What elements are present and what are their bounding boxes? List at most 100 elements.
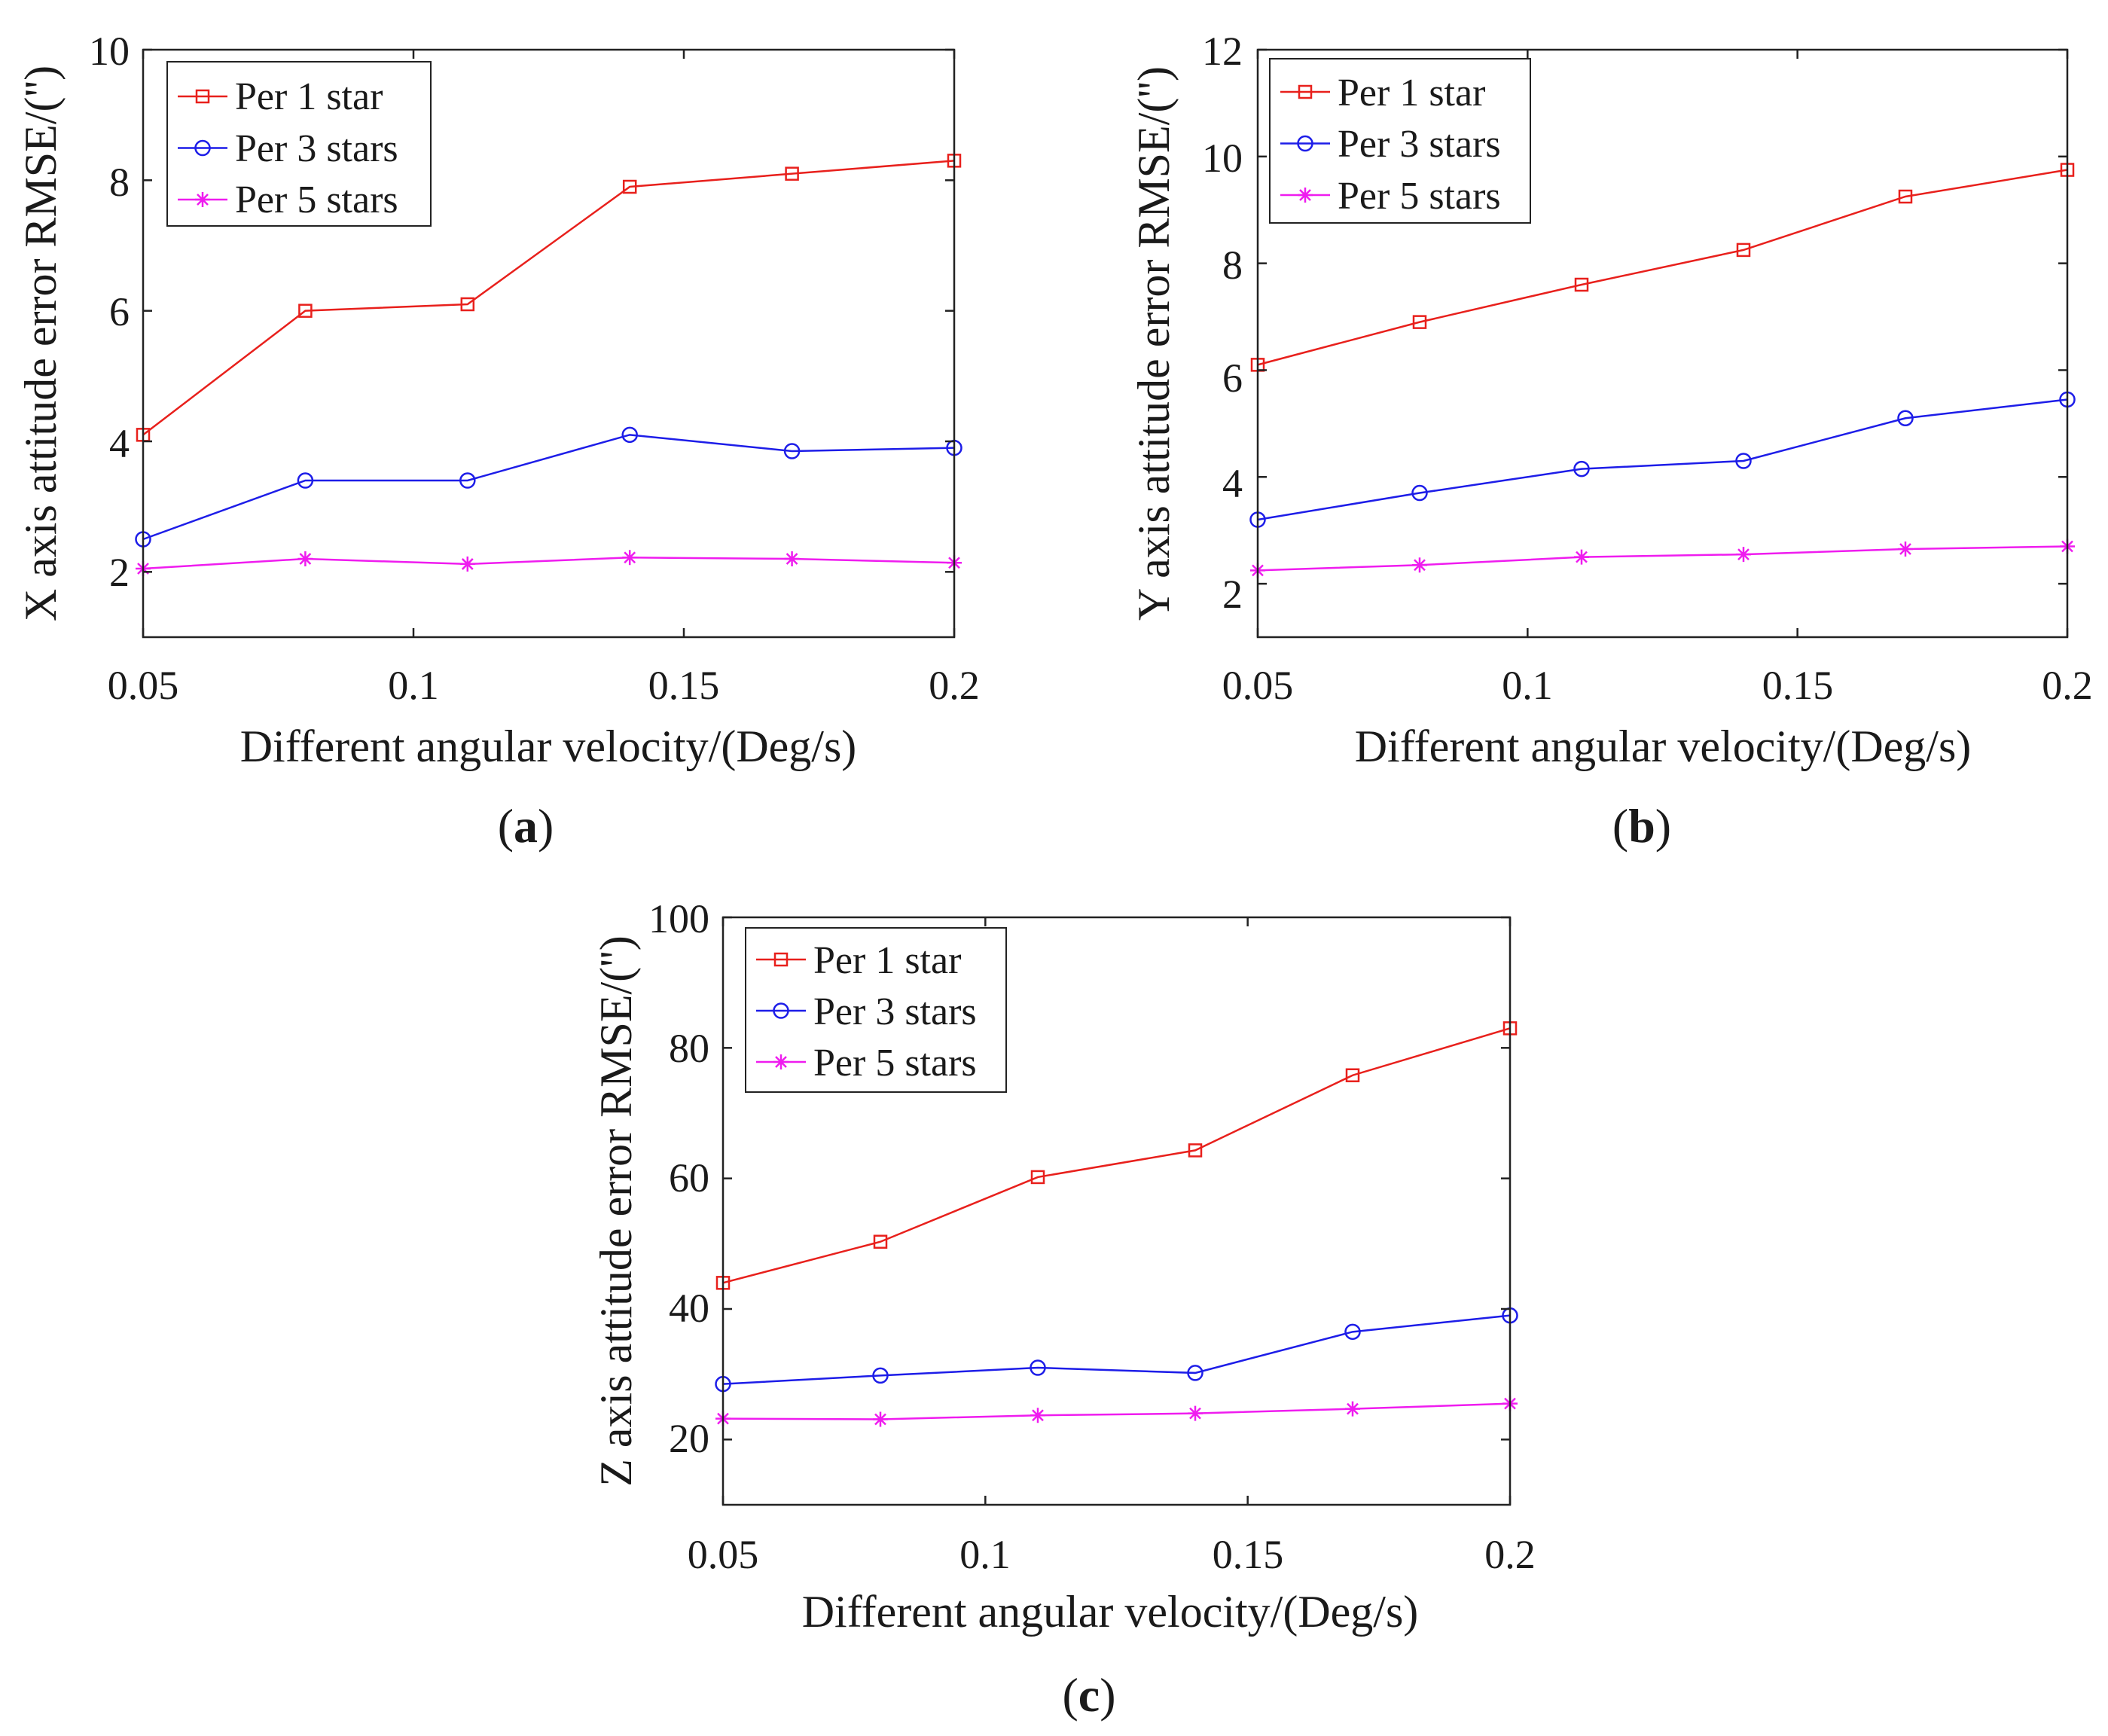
panel-b-series-2-point: [1411, 484, 1428, 502]
panel-b-ytick-label: 6: [1222, 355, 1243, 401]
panel-a-legend-label: Per 5 stars: [235, 178, 398, 221]
panel-b-x-axis-label: Different angular velocity/(Deg/s): [1355, 722, 1972, 771]
panel-c-ytick-label: 40: [669, 1286, 709, 1331]
panel-b-caption-open: (: [1612, 799, 1628, 853]
panel-b-legend-marker-2: [1297, 135, 1313, 152]
panel-a-series-2-line: [142, 434, 955, 541]
panel-c-xtick-labels: 0.05 0.1 0.15 0.2: [688, 1532, 1536, 1577]
panel-a-caption: (a): [498, 799, 554, 853]
panel-b-tick-layer: [1256, 48, 2069, 637]
panel-c-y-axis-label: Z axis attitude error RMSE/(''): [591, 935, 641, 1486]
panel-a-series-1-point: [785, 166, 799, 181]
panel-c-x-axis-label: Different angular velocity/(Deg/s): [802, 1587, 1419, 1637]
panel-b-series-1-point: [1412, 315, 1427, 329]
panel-b-ytick-label: 10: [1202, 136, 1243, 181]
panel-c-ytick-labels: 20 40 60 80 100: [648, 896, 709, 1461]
panel-c-series-2-point: [1030, 1359, 1046, 1376]
panel-b-ytick-labels: 2 4 6 8 10 12: [1202, 29, 1243, 617]
panel-c-caption: (c): [1062, 1668, 1115, 1722]
panel-c-series-1-line: [722, 1027, 1511, 1284]
panel-b-ytick-label: 8: [1222, 243, 1243, 288]
panel-b-caption-close: ): [1655, 799, 1671, 853]
panel-b-series-2-point: [1573, 460, 1590, 477]
panel-c-series-1-point: [873, 1234, 888, 1249]
panel-a-series-2-point: [459, 472, 476, 489]
panel-b-series-2-point: [1897, 410, 1914, 427]
panel-a-legend-marker-1: [195, 89, 210, 104]
panel-b-ytick-label: 2: [1222, 572, 1243, 617]
panel-c-tick-layer: [721, 916, 1512, 1505]
panel-c-series-2-point: [872, 1367, 889, 1384]
panel-a-y-axis-label: X axis attitude error RMSE/(''): [16, 66, 66, 621]
panel-a-xtick-label: 0.05: [108, 663, 179, 708]
panel-c-xtick-label: 0.05: [688, 1532, 759, 1577]
panel-a-xtick-label: 0.15: [648, 663, 720, 708]
panel-c-series-1-point: [1345, 1068, 1360, 1082]
panel-c-series-layer: [715, 1021, 1518, 1427]
panel-a-series-2-point: [297, 472, 314, 489]
panel-c-legend-entries: [756, 952, 806, 1069]
panel-c-series-3-point: [1188, 1405, 1203, 1421]
panel-b-legend-label: Per 3 stars: [1338, 123, 1501, 166]
panel-c-legend-label: Per 1 star: [813, 939, 961, 982]
panel-c-caption-close: ): [1100, 1668, 1115, 1722]
panel-b-xtick-label: 0.2: [2042, 663, 2093, 708]
panel-a-plot-frame: [142, 48, 956, 639]
panel-c-series-2-line: [722, 1314, 1511, 1385]
panel-a-series-2-point: [621, 426, 638, 444]
panel-b-legend-marker-1: [1298, 84, 1313, 99]
panel-b-series-3-point: [1736, 547, 1751, 563]
panel-a-legend-marker-2: [194, 139, 211, 157]
panel-b-xtick-label: 0.05: [1222, 663, 1294, 708]
panel-a-legend-marker-3: [195, 192, 210, 207]
panel-a-caption-letter: a: [514, 799, 538, 853]
panel-a-ytick-label: 2: [109, 550, 130, 595]
panel-c-ytick-label: 100: [648, 896, 709, 941]
panel-b-series-3-point: [1412, 557, 1427, 573]
panel-b-caption-letter: b: [1628, 799, 1655, 853]
panel-c-series-3-point: [1030, 1408, 1045, 1423]
panel-c-series-1-point: [1030, 1170, 1045, 1185]
panel-a-series-1-point: [460, 297, 475, 312]
panel-c-ytick-label: 20: [669, 1416, 709, 1461]
panel-b-xtick-label: 0.1: [1502, 663, 1553, 708]
panel-b-series-layer: [1249, 163, 2076, 578]
panel-c-legend-label: Per 5 stars: [813, 1042, 977, 1085]
panel-b-legend-label: Per 5 stars: [1338, 175, 1501, 218]
panel-b-caption: (b): [1612, 799, 1671, 853]
panel-a-legend-box: [166, 61, 432, 227]
panel-b-series-1-point: [1736, 243, 1751, 258]
panel-b: 2 4 6 8 10 12 0.05 0.1 0.15 0.2 Differen…: [1129, 29, 2093, 853]
panel-a-series-3-point: [297, 551, 313, 566]
panel-b-ytick-label: 12: [1202, 29, 1243, 74]
panel-c-series-3-point: [1345, 1401, 1360, 1417]
panel-b-plot-frame: [1256, 48, 2069, 639]
panel-b-series-1-point: [1574, 277, 1589, 292]
panel-b-series-2-point: [1735, 453, 1752, 469]
panel-a-series-2-point: [783, 443, 801, 459]
panel-a-series-3-point: [622, 550, 638, 566]
panel-b-legend-label: Per 1 star: [1338, 72, 1485, 114]
panel-b-xtick-label: 0.15: [1762, 663, 1834, 708]
panel-c-series-3-point: [873, 1411, 888, 1427]
panel-a-ytick-label: 4: [109, 421, 130, 466]
panel-c-legend-marker-2: [773, 1002, 789, 1019]
panel-c-xtick-label: 0.1: [959, 1532, 1011, 1577]
panel-a-caption-open: (: [498, 799, 514, 853]
panel-b-legend-marker-3: [1298, 188, 1313, 203]
panel-b-series-3-point: [1898, 542, 1913, 557]
panel-a-xtick-label: 0.2: [929, 663, 980, 708]
panel-c-xtick-label: 0.2: [1484, 1532, 1536, 1577]
panel-a-ytick-label: 8: [109, 160, 130, 205]
panel-a-series-1-line: [142, 160, 955, 436]
panel-a-ytick-label: 6: [109, 289, 130, 334]
panel-c-legend-label: Per 3 stars: [813, 990, 977, 1033]
panel-b-series-1-line: [1257, 169, 2068, 366]
panel-a-x-axis-label: Different angular velocity/(Deg/s): [240, 722, 857, 771]
panel-c-xtick-label: 0.15: [1213, 1532, 1284, 1577]
panel-b-series-2-line: [1257, 398, 2068, 521]
panel-c-caption-open: (: [1062, 1668, 1078, 1722]
panel-c-caption-letter: c: [1078, 1668, 1100, 1722]
panel-a-legend-entries: [178, 89, 227, 207]
panel-b-series-1-point: [1898, 189, 1913, 204]
